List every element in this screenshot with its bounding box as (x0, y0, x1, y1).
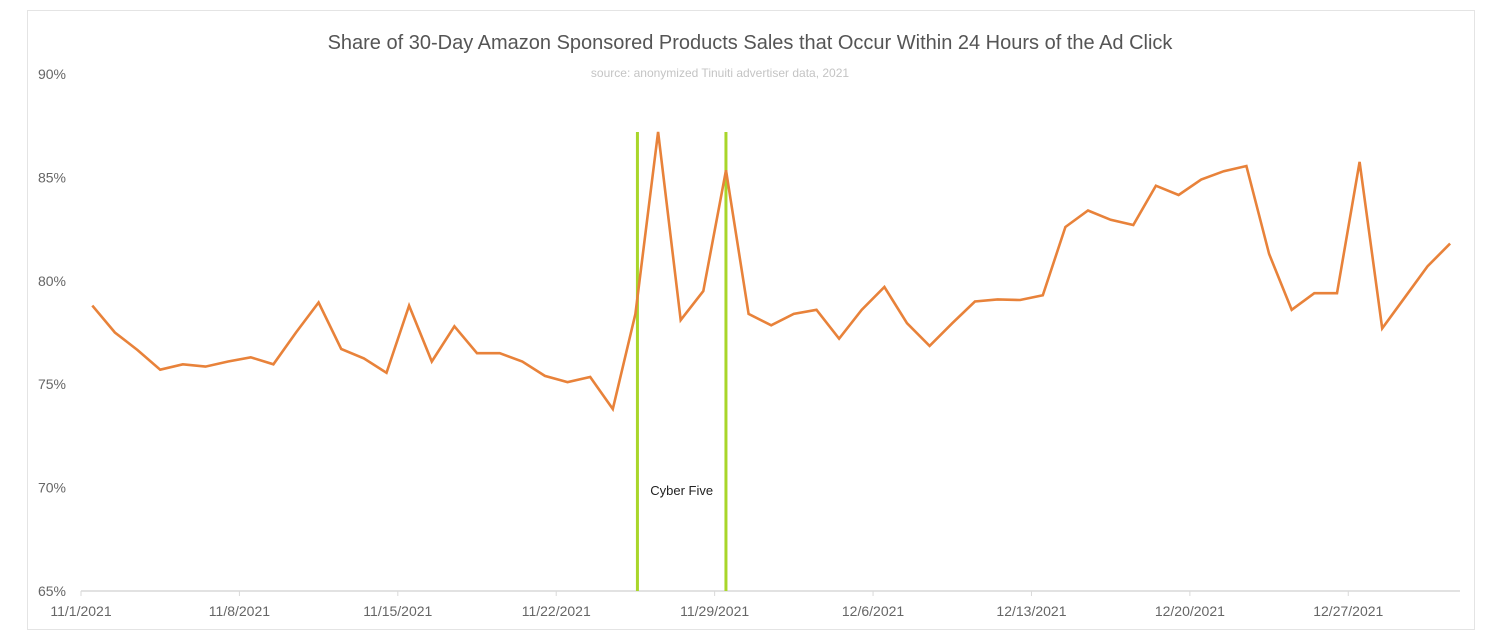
chart-frame (27, 10, 1475, 630)
y-tick-label: 90% (38, 66, 66, 82)
data-line (91, 131, 1452, 413)
chart-title: Share of 30-Day Amazon Sponsored Product… (327, 32, 1173, 54)
x-tick-label: 11/22/2021 (522, 603, 591, 619)
x-tick-label: 12/20/2021 (1155, 603, 1225, 619)
series-line (91, 131, 1452, 413)
y-tick-label: 80% (38, 273, 66, 289)
y-tick-label: 70% (38, 480, 66, 496)
x-axis: 11/1/2021 11/8/2021 11/15/2021 11/22/2021 11… (50, 590, 1460, 619)
x-tick-label: 11/8/2021 (209, 603, 270, 619)
x-tick-label: 12/13/2021 (996, 603, 1066, 619)
x-tick-label: 12/6/2021 (842, 603, 904, 619)
cyber-five-markers: Cyber Five (635, 132, 728, 591)
x-tick-label: 12/27/2021 (1313, 603, 1383, 619)
y-tick-label: 75% (38, 376, 66, 392)
x-tick-label: 11/15/2021 (363, 603, 432, 619)
y-axis: 65% 70% 75% 80% 85% 90% (38, 66, 66, 599)
x-tick-label: 11/1/2021 (50, 603, 111, 619)
y-tick-label: 65% (38, 583, 66, 599)
x-tick-label: 11/29/2021 (680, 603, 749, 619)
chart-subtitle: source: anonymized Tinuiti advertiser da… (590, 66, 850, 80)
y-tick-label: 85% (38, 169, 66, 185)
cyber-five-label: Cyber Five (650, 483, 713, 498)
